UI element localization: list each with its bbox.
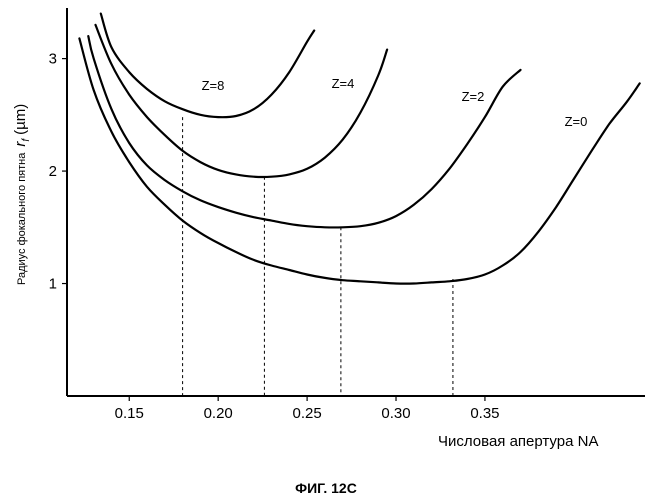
y-axis-label-text: Радиус фокального пятна: [16, 152, 28, 285]
axes: 0.15 0.20 0.25 0.30 0.35 1 2 3: [49, 8, 645, 422]
curve-label-z2: Z=2: [462, 89, 485, 104]
curve-labels: Z=8 Z=4 Z=2 Z=0: [202, 76, 588, 129]
y-axis-symbol: rf: [12, 138, 32, 147]
curves: [78, 12, 641, 285]
curve-label-z0: Z=0: [565, 114, 588, 129]
x-axis-label: Числовая апертура NA: [438, 433, 599, 450]
x-tick-label: 0.35: [470, 405, 499, 422]
x-tick-label: 0.15: [115, 405, 144, 422]
minimum-guide-lines: [182, 117, 454, 396]
curve-z4: [94, 23, 389, 179]
curve-label-z4: Z=4: [332, 76, 355, 91]
x-tick-label: 0.30: [381, 405, 410, 422]
figure-caption: ФИГ. 12С: [295, 480, 357, 496]
y-tick-label: 3: [49, 51, 57, 68]
curve-label-z8: Z=8: [202, 78, 225, 93]
y-tick-label: 2: [49, 163, 57, 180]
y-axis-unit: (µm): [12, 103, 29, 135]
y-tick-label: 1: [49, 276, 57, 293]
curve-z2: [87, 35, 522, 229]
x-tick-label: 0.25: [292, 405, 321, 422]
curve-z0: [78, 37, 641, 285]
x-tick-label: 0.20: [204, 405, 233, 422]
y-axis-label: Радиус фокального пятна rf (µm): [12, 104, 32, 285]
curve-z8: [99, 12, 316, 119]
